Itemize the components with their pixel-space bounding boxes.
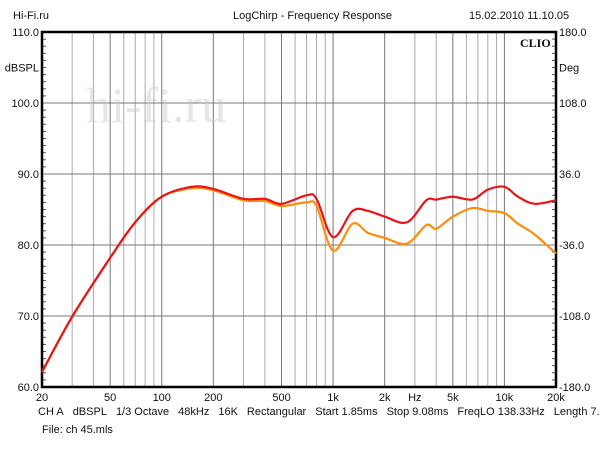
y2-tick-label: -180.0 [559,382,590,394]
y-tick-label: 90.0 [18,169,39,181]
setting-item: Start 1.85ms [315,406,378,418]
setting-item: dBSPL [72,406,107,418]
y2-tick-label: 36.0 [559,169,580,181]
x-tick-label: 2k [379,392,391,404]
setting-item: 16K [218,406,238,418]
y2-tick-label: 108.0 [559,98,587,110]
plot-frame [40,30,558,389]
y2-tick-label: 180.0 [559,27,587,39]
setting-item: FreqLO 138.33Hz [457,406,545,418]
setting-item: 48kHz [178,406,210,418]
y-tick-label: 70.0 [18,311,39,323]
x-tick-label: 20 [36,392,48,404]
y-tick-label: 100.0 [11,98,39,110]
series-line-red [41,185,557,373]
series-line-orange [41,186,557,373]
x-tick-label: 100 [153,392,171,404]
y2-tick-label: -36.0 [559,240,584,252]
setting-item: Stop 9.08ms [386,406,449,418]
setting-item: 1/3 Octave [115,406,170,418]
watermark: hi-fi.ru [86,77,227,133]
y-tick-label: 60.0 [18,382,39,394]
setting-item: Length 7.23ms [553,406,600,418]
x-tick-label: 5k [447,392,459,404]
x-tick-label: 200 [204,392,222,404]
x-tick-label: 20k [547,392,565,404]
file-name: File: ch 45.mls [42,424,113,436]
clio-logo: CLIO [520,36,551,50]
x-tick-label: Hz [408,392,421,404]
y-tick-label: 110.0 [12,27,39,39]
site-label: Hi-Fi.ru [13,10,50,22]
chart-title: LogChirp - Frequency Response [233,10,392,22]
y-tick-label: 80.0 [18,240,39,252]
timestamp: 15.02.2010 11.10.05 [469,10,570,22]
x-tick-label: 1k [327,392,339,404]
x-tick-label: 500 [272,392,290,404]
setting-item: Rectangular [246,406,307,418]
y-axis-label: dBSPL [5,63,39,75]
y2-axis-label: Deg [559,63,579,75]
x-tick-label: 10k [496,392,514,404]
x-tick-label: 50 [104,392,116,404]
measurement-settings: CH A dBSPL 1/3 Octave 48kHz 16K Rectangular St… [38,406,600,418]
y2-tick-label: -108.0 [559,311,590,323]
setting-item: CH A [38,406,64,418]
